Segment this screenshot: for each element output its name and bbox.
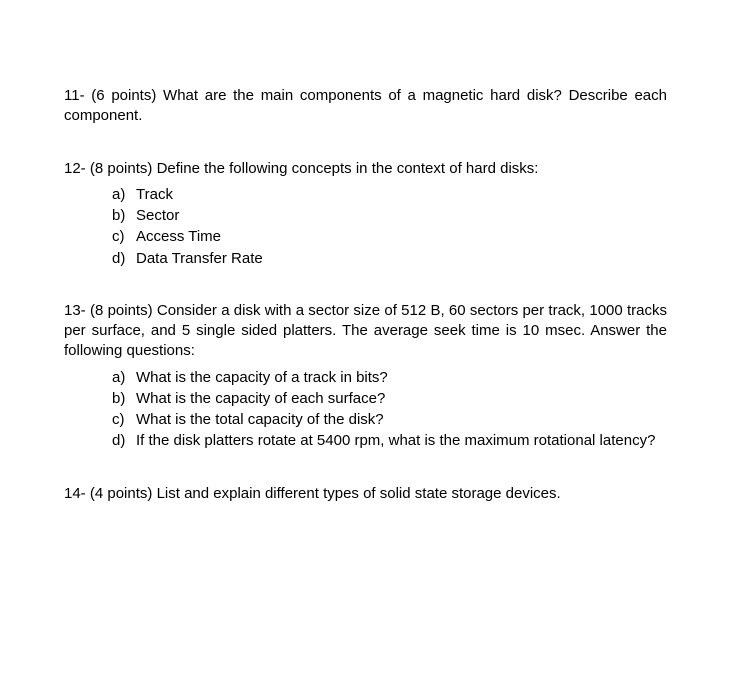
list-item: a) What is the capacity of a track in bi…: [112, 368, 667, 388]
list-item: d) Data Transfer Rate: [112, 249, 667, 269]
sub-label: d): [112, 431, 136, 451]
question-points: (8 points): [90, 160, 153, 177]
question-text: List and explain different types of soli…: [157, 485, 561, 502]
sub-text: Data Transfer Rate: [136, 249, 667, 269]
question-11: 11- (6 points) What are the main compone…: [64, 86, 667, 127]
sub-text: If the disk platters rotate at 5400 rpm,…: [136, 431, 667, 451]
question-12: 12- (8 points) Define the following conc…: [64, 159, 667, 269]
question-points: (6 points): [91, 87, 156, 104]
list-item: c) What is the total capacity of the dis…: [112, 410, 667, 430]
question-number: 12-: [64, 160, 86, 177]
list-item: d) If the disk platters rotate at 5400 r…: [112, 431, 667, 451]
sub-label: a): [112, 368, 136, 388]
sub-text: Sector: [136, 206, 667, 226]
question-12-sublist: a) Track b) Sector c) Access Time d) Dat…: [64, 185, 667, 269]
sub-text: What is the capacity of a track in bits?: [136, 368, 667, 388]
sub-label: b): [112, 389, 136, 409]
sub-label: b): [112, 206, 136, 226]
question-12-stem: 12- (8 points) Define the following conc…: [64, 159, 667, 179]
question-number: 11-: [64, 87, 85, 104]
question-points: (4 points): [90, 485, 153, 502]
question-14-stem: 14- (4 points) List and explain differen…: [64, 484, 667, 504]
question-13: 13- (8 points) Consider a disk with a se…: [64, 301, 667, 452]
sub-text: What is the total capacity of the disk?: [136, 410, 667, 430]
list-item: c) Access Time: [112, 227, 667, 247]
question-11-stem: 11- (6 points) What are the main compone…: [64, 86, 667, 127]
exam-page: 11- (6 points) What are the main compone…: [0, 0, 731, 576]
question-14: 14- (4 points) List and explain differen…: [64, 484, 667, 504]
list-item: b) Sector: [112, 206, 667, 226]
question-points: (8 points): [90, 302, 153, 319]
question-text: Define the following concepts in the con…: [157, 160, 539, 177]
question-13-sublist: a) What is the capacity of a track in bi…: [64, 368, 667, 452]
sub-text: Track: [136, 185, 667, 205]
question-number: 14-: [64, 485, 86, 502]
question-text: Consider a disk with a sector size of 51…: [64, 302, 667, 360]
question-13-stem: 13- (8 points) Consider a disk with a se…: [64, 301, 667, 362]
sub-text: What is the capacity of each surface?: [136, 389, 667, 409]
sub-label: d): [112, 249, 136, 269]
sub-label: c): [112, 410, 136, 430]
question-number: 13-: [64, 302, 86, 319]
list-item: a) Track: [112, 185, 667, 205]
sub-label: c): [112, 227, 136, 247]
sub-text: Access Time: [136, 227, 667, 247]
list-item: b) What is the capacity of each surface?: [112, 389, 667, 409]
sub-label: a): [112, 185, 136, 205]
